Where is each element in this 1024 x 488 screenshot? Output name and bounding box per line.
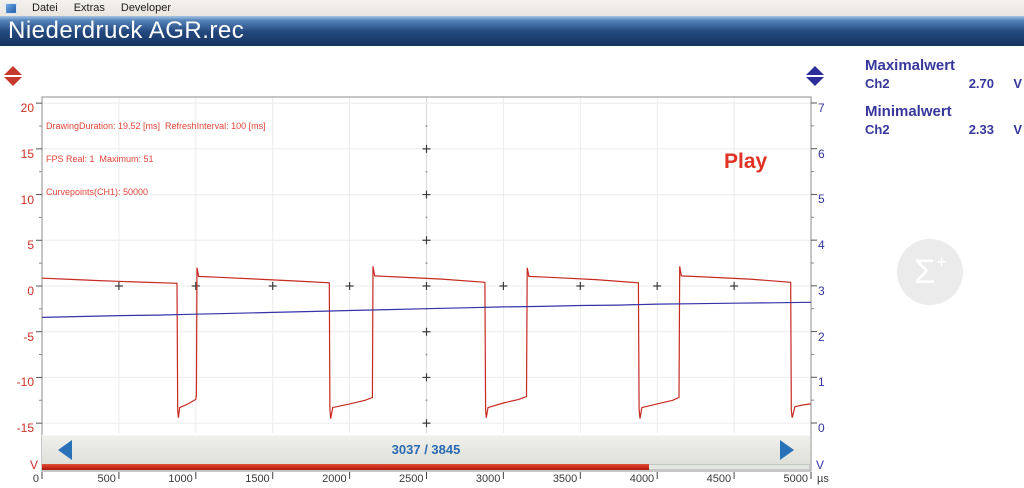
left-axis-unit: V [30, 458, 39, 472]
right-axis-label: 3 [818, 283, 825, 298]
menu-item-developer[interactable]: Developer [120, 2, 172, 14]
center-axis-dot [425, 262, 428, 265]
debug-line: DrawingDuration: 19.52 [ms] RefreshInter… [46, 121, 266, 131]
x-axis-label: 2500 [399, 473, 424, 485]
right-axis-label: 5 [818, 192, 825, 207]
window-title: Niederdruck AGR.rec [8, 17, 245, 44]
debug-line: FPS Real: 1 Maximum: 51 [46, 154, 154, 164]
center-axis-dot [425, 399, 428, 402]
measurement-value: 2.33 [968, 122, 994, 137]
right-axis-label: 1 [818, 375, 825, 390]
ch2-trace [41, 301, 812, 318]
center-axis-cross-icon [576, 282, 585, 290]
x-axis-label: 1000 [168, 473, 193, 485]
center-axis-cross-icon [730, 282, 739, 290]
triangle-up-icon [806, 66, 824, 75]
measurement-min: Minimalwert Ch2 2.33 V [865, 103, 1022, 139]
debug-overlay: DrawingDuration: 19.52 [ms] RefreshInter… [46, 99, 266, 220]
center-axis-cross-icon [191, 282, 200, 290]
scroll-left-arrow-icon[interactable] [58, 440, 72, 460]
right-axis-label: 4 [818, 238, 825, 253]
left-axis-label: 0 [27, 284, 34, 298]
left-axis-label: 20 [20, 101, 34, 116]
menu-bar: Datei Extras Developer [0, 0, 1024, 16]
right-axis-label: 6 [818, 146, 825, 161]
x-axis-label: 5000 [783, 473, 808, 485]
measurement-panel: Maximalwert Ch2 2.70 V Minimalwert Ch2 2… [865, 57, 1022, 149]
x-axis-unit: µs [817, 473, 829, 485]
center-axis-cross-icon [653, 282, 662, 290]
x-axis-label: 0 [32, 473, 39, 485]
triangle-down-icon [4, 77, 22, 86]
measurement-title: Minimalwert [865, 103, 952, 120]
sigma-icon: Σ [914, 252, 936, 291]
playback-progress-track[interactable] [42, 464, 810, 470]
left-axis-label: -10 [16, 375, 34, 390]
triangle-down-icon [806, 77, 824, 86]
x-axis-label: 2000 [322, 473, 347, 485]
menu-item-extras[interactable]: Extras [73, 2, 105, 14]
x-axis-label: 500 [97, 473, 116, 485]
title-bar: Niederdruck AGR.rec [0, 16, 1024, 46]
triangle-up-icon [4, 66, 22, 75]
left-axis-label: -5 [23, 329, 34, 344]
channel-label: Ch2 [865, 122, 890, 137]
center-axis-dot [425, 353, 428, 356]
center-axis-cross-icon [422, 419, 431, 428]
center-axis-cross-icon [422, 190, 431, 199]
left-axis-label: 15 [20, 146, 34, 161]
left-axis-label: 5 [27, 238, 34, 253]
left-axis-label: -15 [16, 421, 34, 436]
center-axis-cross-icon [422, 373, 431, 382]
ch1-trace [41, 266, 812, 419]
x-axis-label: 3000 [475, 473, 501, 485]
timeline-scrollbar[interactable]: 3037 / 3845 [42, 435, 810, 464]
center-axis-cross-icon [268, 282, 277, 290]
center-axis-cross-icon [422, 236, 431, 245]
right-axis-label: 7 [818, 101, 825, 115]
measurement-value: 2.70 [968, 76, 994, 91]
playback-progress-fill [42, 464, 649, 470]
frame-position-indicator: 3037 / 3845 [391, 442, 461, 457]
menu-item-datei[interactable]: Datei [32, 2, 58, 14]
x-axis-label: 3500 [552, 473, 578, 485]
center-axis-cross-icon [422, 144, 431, 153]
center-axis-dot [425, 170, 428, 173]
scroll-right-arrow-icon[interactable] [780, 440, 794, 460]
measurement-unit: V [1013, 76, 1022, 91]
measurement-max: Maximalwert Ch2 2.70 V [865, 57, 1022, 93]
play-status-label: Play [724, 150, 768, 173]
center-axis-dot [425, 216, 428, 219]
plot-border [41, 96, 812, 472]
left-axis-label: 10 [20, 192, 34, 207]
center-axis-dot [425, 124, 428, 127]
x-axis-label: 4500 [706, 473, 732, 485]
channel-label: Ch2 [865, 76, 890, 91]
center-axis-cross-icon [422, 327, 431, 336]
debug-line: Curvepoints(CH1): 50000 [46, 187, 149, 197]
right-axis-label: 2 [818, 329, 825, 344]
measurement-title: Maximalwert [865, 57, 956, 74]
right-axis-label: 0 [818, 421, 825, 435]
app-icon[interactable] [5, 2, 17, 14]
x-axis-label: 4000 [629, 473, 655, 485]
center-axis-cross-icon [422, 282, 431, 290]
center-axis-cross-icon [114, 282, 123, 290]
sigma-plus-button[interactable]: Σ + [897, 239, 963, 305]
center-axis-cross-icon [499, 282, 508, 290]
right-axis-unit: V [816, 458, 825, 472]
measurement-unit: V [1013, 122, 1022, 137]
x-axis-label: 1500 [245, 473, 270, 485]
center-axis-cross-icon [345, 282, 354, 290]
